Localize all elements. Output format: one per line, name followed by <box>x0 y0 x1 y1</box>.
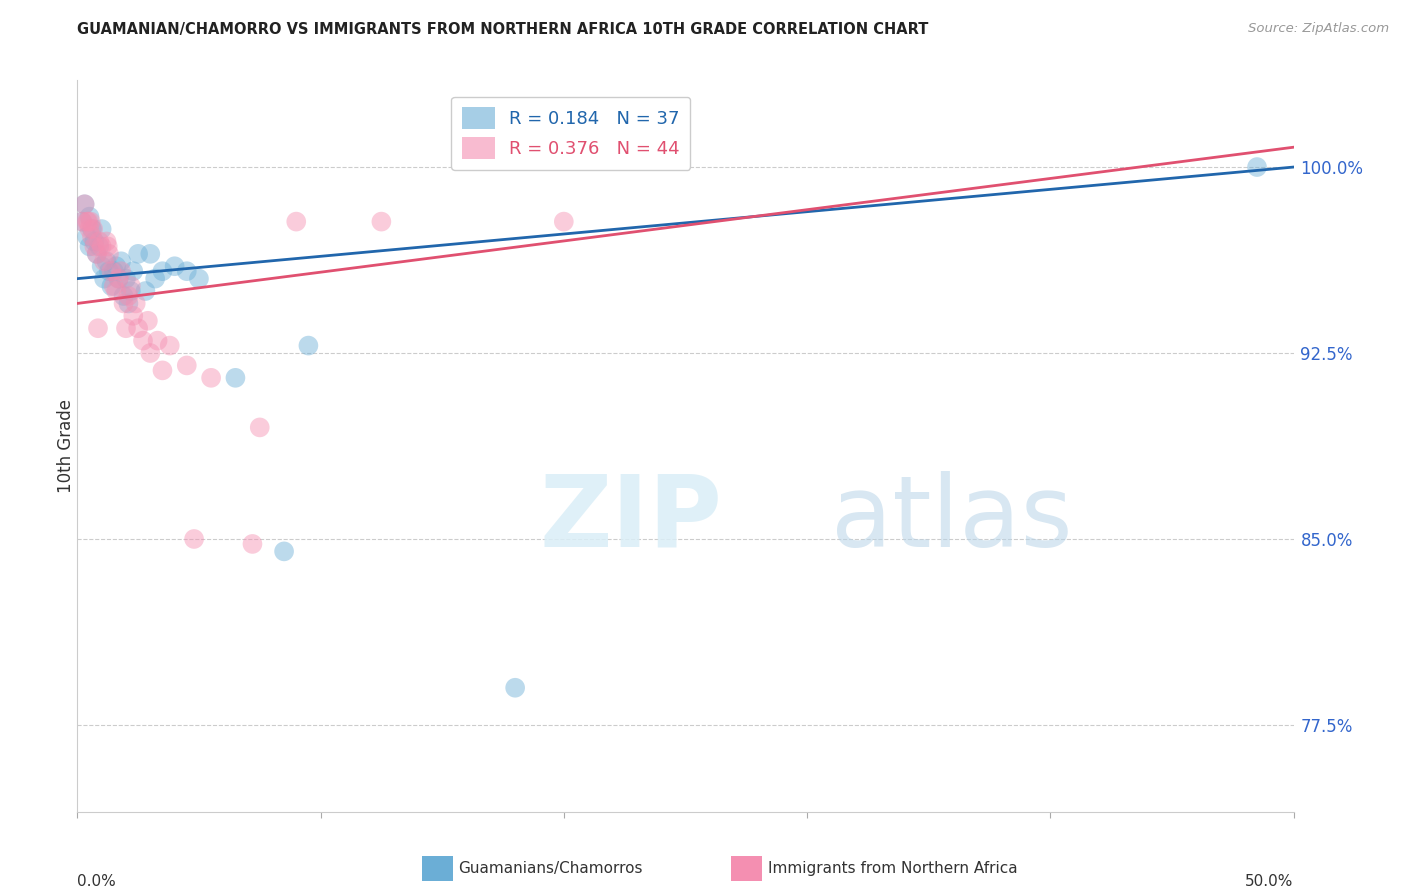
Point <box>110 254 132 268</box>
Point <box>112 289 135 303</box>
Point <box>89 235 111 249</box>
Point <box>105 259 128 273</box>
Point <box>77 214 100 228</box>
Point <box>188 271 211 285</box>
Point <box>97 239 120 253</box>
Point <box>224 371 246 385</box>
Point <box>73 197 96 211</box>
Point <box>86 247 108 261</box>
Point <box>97 264 120 278</box>
Point <box>152 363 174 377</box>
Point <box>553 214 575 228</box>
Point <box>79 239 101 253</box>
Point <box>183 532 205 546</box>
Point <box>103 279 125 293</box>
Point <box>249 420 271 434</box>
Point <box>90 259 112 273</box>
Point <box>152 264 174 278</box>
Point <box>273 544 295 558</box>
Text: Immigrants from Northern Africa: Immigrants from Northern Africa <box>768 862 1018 876</box>
Point <box>76 229 98 244</box>
Point <box>107 271 129 285</box>
Point <box>136 314 159 328</box>
Point <box>80 214 103 228</box>
Point <box>120 284 142 298</box>
Point <box>93 271 115 285</box>
Text: ZIP: ZIP <box>540 471 723 567</box>
Point <box>176 359 198 373</box>
Point <box>139 247 162 261</box>
Point <box>76 214 98 228</box>
Point <box>90 222 112 236</box>
Point <box>127 321 149 335</box>
Point <box>200 371 222 385</box>
Point <box>79 210 101 224</box>
Text: 0.0%: 0.0% <box>77 873 117 888</box>
Point <box>242 537 264 551</box>
Point <box>143 271 166 285</box>
Point <box>112 296 135 310</box>
Point <box>163 259 186 273</box>
Point <box>103 264 125 278</box>
Point <box>370 214 392 228</box>
Point <box>82 222 104 236</box>
Point <box>125 296 148 310</box>
Point <box>120 279 142 293</box>
Point <box>87 321 110 335</box>
Point <box>115 271 138 285</box>
Point <box>79 222 101 236</box>
Point <box>297 338 319 352</box>
Point <box>122 264 145 278</box>
Point <box>73 197 96 211</box>
Point <box>115 321 138 335</box>
Point <box>93 254 115 268</box>
Point <box>83 235 105 249</box>
Point <box>96 254 118 268</box>
Legend: R = 0.184   N = 37, R = 0.376   N = 44: R = 0.184 N = 37, R = 0.376 N = 44 <box>451 96 690 169</box>
Point <box>80 222 103 236</box>
Point <box>105 284 128 298</box>
Point <box>139 346 162 360</box>
Point <box>503 681 526 695</box>
Text: Source: ZipAtlas.com: Source: ZipAtlas.com <box>1249 22 1389 36</box>
Y-axis label: 10th Grade: 10th Grade <box>58 399 75 493</box>
Point <box>117 289 139 303</box>
Point <box>127 247 149 261</box>
Point <box>122 309 145 323</box>
Point <box>176 264 198 278</box>
Text: atlas: atlas <box>831 471 1073 567</box>
Point <box>86 247 108 261</box>
Point <box>83 239 105 253</box>
Point <box>100 279 122 293</box>
Point <box>285 214 308 228</box>
Point <box>90 239 112 253</box>
Point <box>100 264 122 278</box>
Point <box>97 247 120 261</box>
Text: 50.0%: 50.0% <box>1246 873 1294 888</box>
Point <box>70 214 93 228</box>
Point <box>132 334 155 348</box>
Point <box>134 284 156 298</box>
Point <box>80 229 103 244</box>
Point <box>89 239 111 253</box>
Point <box>96 235 118 249</box>
Point <box>117 296 139 310</box>
Text: Guamanians/Chamorros: Guamanians/Chamorros <box>458 862 643 876</box>
Point <box>146 334 169 348</box>
Point <box>70 214 93 228</box>
Point <box>107 271 129 285</box>
Point <box>159 338 181 352</box>
Point <box>1246 160 1268 174</box>
Text: GUAMANIAN/CHAMORRO VS IMMIGRANTS FROM NORTHERN AFRICA 10TH GRADE CORRELATION CHA: GUAMANIAN/CHAMORRO VS IMMIGRANTS FROM NO… <box>77 22 929 37</box>
Point <box>110 264 132 278</box>
